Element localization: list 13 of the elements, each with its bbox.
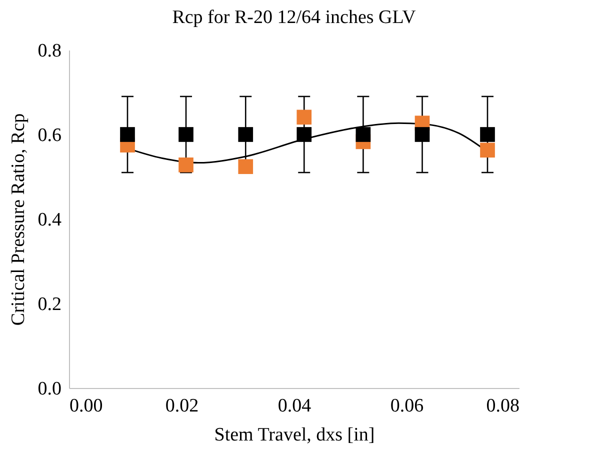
y-tick-label: 0.0 bbox=[38, 378, 62, 400]
x-tick-label: 0.08 bbox=[486, 396, 520, 416]
x-tick-label: 0.04 bbox=[278, 396, 312, 416]
chart-title: Rcp for R-20 12/64 inches GLV bbox=[172, 7, 416, 28]
x-tick-label: 0.06 bbox=[390, 396, 424, 416]
y-tick-label: 0.6 bbox=[38, 125, 62, 146]
x-tick-label: 0.00 bbox=[70, 396, 103, 416]
y-tick-label: 0.8 bbox=[38, 40, 62, 62]
y-axis-title: Critical Pressure Ratio, Rcp bbox=[8, 113, 29, 326]
y-tick-label: 0.4 bbox=[38, 210, 62, 230]
y-tick-label: 0.2 bbox=[38, 294, 62, 315]
x-tick-label: 0.02 bbox=[165, 396, 199, 416]
x-axis-title: Stem Travel, dxs [in] bbox=[214, 424, 375, 446]
